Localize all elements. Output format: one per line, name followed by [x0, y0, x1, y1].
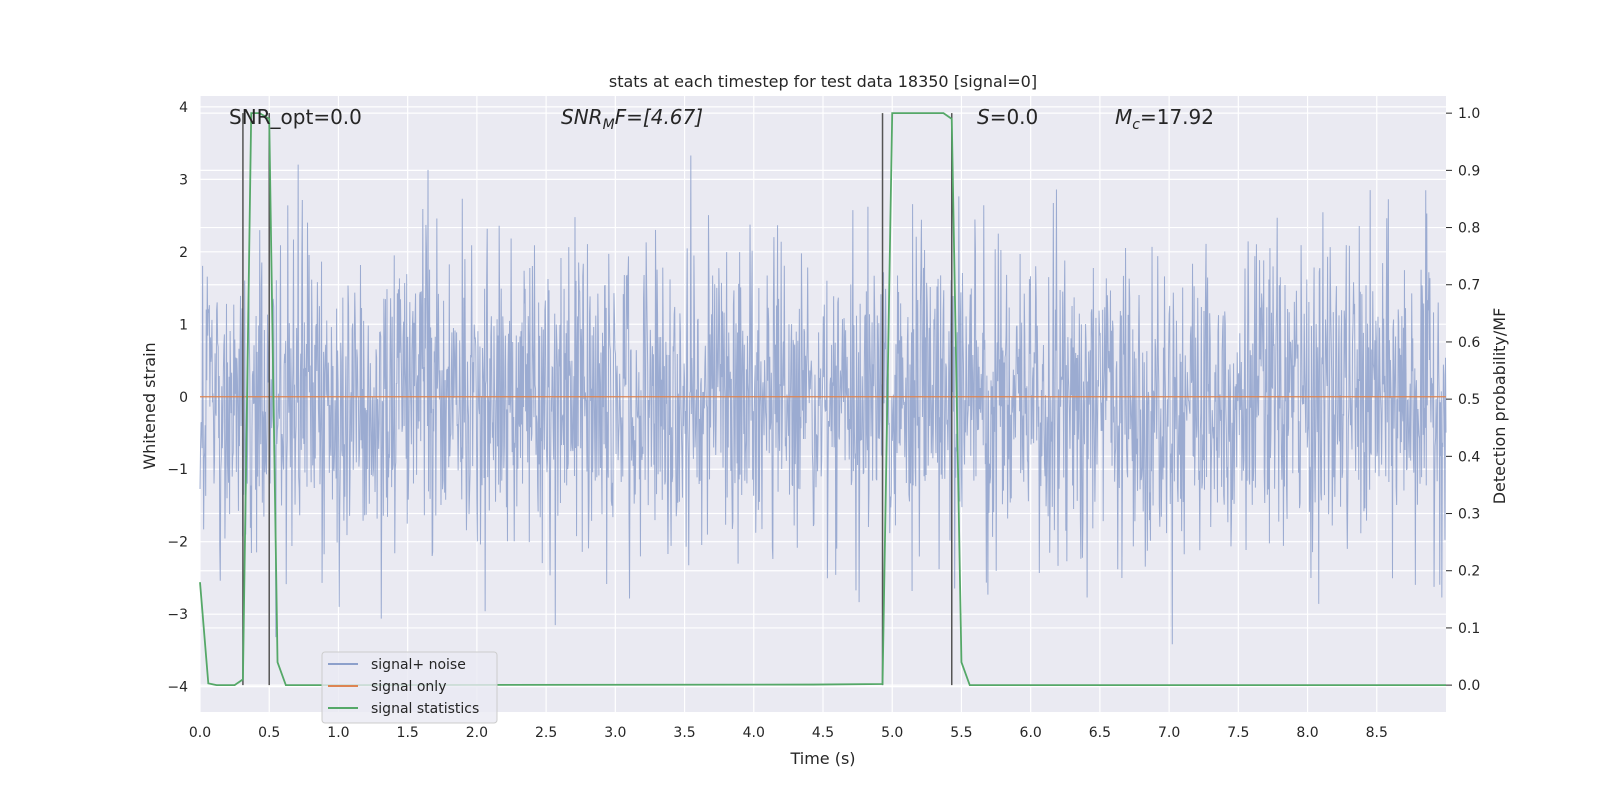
y-right-tick-label: 0.9: [1458, 163, 1480, 179]
x-tick-label: 4.0: [743, 725, 765, 741]
y-right-tick-label: 0.3: [1458, 507, 1480, 523]
x-tick-label: 3.0: [604, 725, 626, 741]
y-left-tick-label: −3: [167, 607, 188, 623]
vertical-markers: [242, 113, 953, 686]
x-axis-label: Time (s): [789, 749, 855, 768]
y-right-tick-label: 0.0: [1458, 678, 1480, 694]
y-right-axis-label: Detection probability/MF: [1490, 308, 1509, 505]
mc-rest: =17.92: [1140, 105, 1214, 129]
y-left-tick-labels: 4 3 2 1 0 −1 −2 −3 −4: [167, 100, 188, 696]
y-right-tick-labels: 1.0 0.9 0.8 0.7 0.6 0.5 0.4 0.3 0.2 0.1 0.0: [1446, 106, 1480, 694]
mc-sub: c: [1132, 117, 1140, 133]
annotation-snr-opt: SNR_opt=0.0: [229, 105, 362, 129]
y-right-tick-label: 0.8: [1458, 221, 1480, 237]
y-right-tick-label: 0.4: [1458, 449, 1480, 465]
y-left-tick-label: −4: [167, 680, 188, 696]
x-tick-label: 2.5: [535, 725, 557, 741]
legend-label-signal-only: signal only: [371, 679, 446, 695]
y-right-tick-label: 0.2: [1458, 564, 1480, 580]
x-tick-label: 5.5: [950, 725, 972, 741]
x-tick-label: 5.0: [881, 725, 903, 741]
y-left-tick-label: 1: [179, 317, 188, 333]
noise-trace: [199, 155, 1447, 645]
signal-noise-series: [199, 155, 1447, 645]
mc-base: M: [1115, 105, 1132, 129]
y-left-tick-label: 4: [179, 100, 188, 116]
legend-label-statistics: signal statistics: [371, 701, 479, 717]
x-tick-label: 8.0: [1296, 725, 1318, 741]
y-right-tick-label: 0.7: [1458, 278, 1480, 294]
x-tick-label: 6.5: [1089, 725, 1111, 741]
signal-statistics-series: [199, 112, 1446, 687]
x-tick-label: 2.0: [466, 725, 488, 741]
y-left-axis-label: Whitened strain: [140, 342, 159, 469]
y-left-tick-label: −2: [167, 535, 188, 551]
annotation-s: S=0.0: [977, 105, 1038, 129]
y-left-tick-label: 2: [179, 245, 188, 261]
y-right-tick-label: 0.6: [1458, 335, 1480, 351]
legend: signal+ noise signal only signal statist…: [321, 651, 498, 724]
x-tick-label: 8.5: [1366, 725, 1388, 741]
y-right-tick-label: 1.0: [1458, 106, 1480, 122]
x-tick-label: 4.5: [812, 725, 834, 741]
chart-title: stats at each timestep for test data 183…: [609, 72, 1037, 91]
annotation-snr-mf: SNRMF=[4.67]: [561, 105, 703, 133]
annotation-mc: Mc=17.92: [1115, 105, 1214, 133]
s-rest: =0.0: [990, 105, 1039, 129]
x-tick-label: 0.5: [258, 725, 280, 741]
legend-label-noise: signal+ noise: [371, 657, 466, 673]
snr-mf-sub: M: [603, 117, 615, 133]
x-tick-label: 3.5: [673, 725, 695, 741]
x-tick-label: 1.0: [327, 725, 349, 741]
snr-mf-rest: F=[4.67]: [615, 105, 703, 129]
s-var: S: [977, 105, 990, 129]
x-tick-label: 1.5: [397, 725, 419, 741]
y-right-tick-label: 0.1: [1458, 621, 1480, 637]
x-tick-label: 6.0: [1020, 725, 1042, 741]
legend-box: [321, 651, 498, 724]
x-tick-labels: 0.0 0.5 1.0 1.5 2.0 2.5 3.0 3.5 4.0 4.5 5.0 5.5 6.0 6…: [189, 725, 1388, 741]
x-tick-label: 0.0: [189, 725, 211, 741]
snr-mf-base: SNR: [561, 105, 603, 129]
y-left-tick-label: −1: [167, 462, 188, 478]
y-right-tick-label: 0.5: [1458, 392, 1480, 408]
y-left-tick-label: 3: [179, 172, 188, 188]
y-left-tick-label: 0: [179, 390, 188, 406]
x-tick-label: 7.5: [1227, 725, 1249, 741]
x-tick-label: 7.0: [1158, 725, 1180, 741]
